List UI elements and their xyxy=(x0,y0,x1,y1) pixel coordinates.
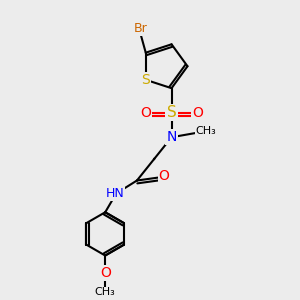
Text: O: O xyxy=(140,106,151,120)
Text: O: O xyxy=(159,169,170,183)
Text: S: S xyxy=(141,73,150,87)
Text: Br: Br xyxy=(134,22,147,35)
Text: HN: HN xyxy=(105,187,124,200)
Text: CH₃: CH₃ xyxy=(95,287,116,298)
Text: O: O xyxy=(100,266,111,280)
Text: O: O xyxy=(192,106,203,120)
Text: S: S xyxy=(167,105,176,120)
Text: N: N xyxy=(167,130,177,144)
Text: CH₃: CH₃ xyxy=(196,127,217,136)
